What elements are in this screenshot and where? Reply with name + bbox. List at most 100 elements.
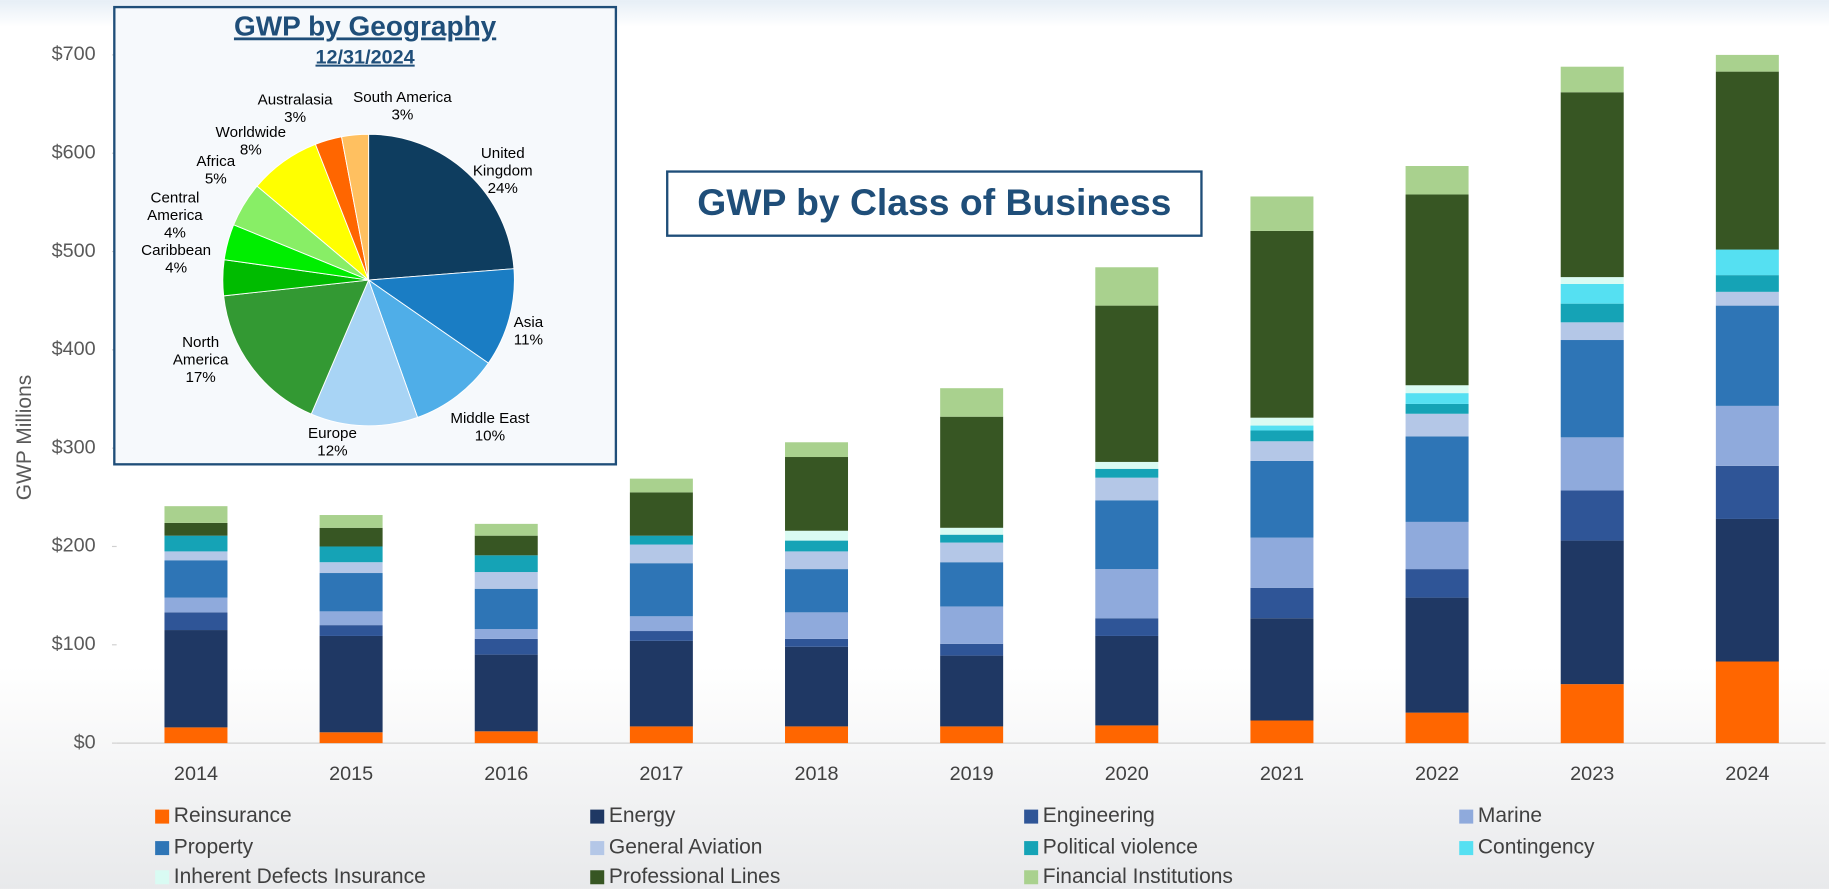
bar-segment <box>1405 597 1469 713</box>
bar-segment <box>1405 393 1469 404</box>
bar-segment <box>940 655 1004 727</box>
bar-segment <box>1405 569 1469 598</box>
x-tick-label: 2022 <box>1415 763 1459 785</box>
legend-label: Contingency <box>1478 836 1595 859</box>
bar-segment <box>629 478 693 493</box>
pie-slice <box>367 268 515 364</box>
bar-segment <box>1715 661 1779 744</box>
pie-value-label: 4% <box>164 224 186 241</box>
bar-segment <box>319 635 383 733</box>
legend-swatch <box>1024 841 1039 856</box>
pie-value-label: 24% <box>488 180 518 197</box>
bar-segment <box>474 555 538 573</box>
pie-label: United Kingdom <box>473 145 533 179</box>
bar-segment <box>1405 194 1469 386</box>
legend-swatch <box>590 841 605 856</box>
bar-segment <box>1405 436 1469 522</box>
bar-segment <box>1715 275 1779 292</box>
legend-label: General Aviation <box>609 836 763 859</box>
bar-segment <box>1715 291 1779 306</box>
bar-segment <box>1560 277 1624 284</box>
bar-segment <box>1095 618 1159 636</box>
pie-value-label: 3% <box>391 107 413 124</box>
bar-segment <box>785 726 849 744</box>
x-tick-label: 2014 <box>174 763 218 785</box>
bar-segment <box>1405 521 1469 570</box>
x-tick-label: 2017 <box>639 763 683 785</box>
bar-segment <box>319 611 383 626</box>
bar-segment <box>1095 725 1159 744</box>
bar-segment <box>319 515 383 528</box>
y-tick-label: $400 <box>52 338 96 360</box>
bar-segment <box>629 631 693 641</box>
pie-slice <box>341 133 370 281</box>
pie-label: Asia <box>514 314 544 331</box>
title-box <box>666 170 1203 237</box>
legend-swatch <box>590 809 605 824</box>
bar-segment <box>319 527 383 547</box>
x-tick-label: 2019 <box>950 763 994 785</box>
bar-segment <box>474 535 538 556</box>
y-axis-label: GWP Millions <box>13 375 36 501</box>
bar-segment <box>1250 230 1314 418</box>
y-tick-label: $300 <box>52 436 96 458</box>
x-tick-label: 2024 <box>1725 763 1769 785</box>
bar-segment <box>1095 500 1159 570</box>
bar-segment <box>164 727 228 744</box>
legend-label: Political violence <box>1043 836 1198 859</box>
bar-segment <box>1250 618 1314 721</box>
legend-label: Financial Institutions <box>1043 865 1233 888</box>
bar-segment <box>629 563 693 617</box>
pie-label: Central America <box>147 189 203 223</box>
pie-slice <box>310 278 419 427</box>
legend-label: Marine <box>1478 804 1542 827</box>
pie-label: Australasia <box>258 91 334 108</box>
pie-value-label: 11% <box>514 332 543 349</box>
bar-segment <box>629 726 693 744</box>
bar-segment <box>629 616 693 632</box>
bar-segment <box>1560 437 1624 491</box>
pie-value-label: 10% <box>475 427 505 444</box>
bar-segment <box>1560 340 1624 438</box>
bar-segment <box>1405 712 1469 744</box>
bar-segment <box>629 492 693 536</box>
x-tick-label: 2015 <box>329 763 373 785</box>
bar-segment <box>940 527 1004 535</box>
bar-segment <box>1095 305 1159 462</box>
pie-subtitle: 12/31/2024 <box>316 47 415 69</box>
bar-segment <box>629 535 693 545</box>
bar-segment <box>785 442 849 458</box>
bar-segment <box>1715 305 1779 406</box>
bar-segment <box>1250 720 1314 744</box>
legend-swatch <box>1459 841 1474 856</box>
bar-segment <box>164 630 228 728</box>
legend-swatch <box>155 809 170 824</box>
chart-title: GWP by Class of Business <box>697 181 1171 223</box>
bar-segment <box>474 638 538 655</box>
x-tick-label: 2016 <box>484 763 528 785</box>
bar-segment <box>1560 303 1624 323</box>
bar-segment <box>940 726 1004 744</box>
bar-segment <box>1250 430 1314 442</box>
bar-segment <box>785 457 849 531</box>
bar-segment <box>1250 196 1314 231</box>
bar-segment <box>940 606 1004 644</box>
bar-segment <box>785 569 849 613</box>
bar-segment <box>940 416 1004 528</box>
pie-label: Africa <box>196 153 235 170</box>
bar-segment <box>785 540 849 552</box>
bar-segment <box>474 731 538 744</box>
pie-slice <box>367 278 490 418</box>
legend-label: Inherent Defects Insurance <box>174 865 426 888</box>
bar-segment <box>1095 461 1159 469</box>
bar-segment <box>474 523 538 536</box>
bar-segment <box>319 732 383 744</box>
bar-segment <box>940 534 1004 543</box>
pie-title: GWP by Geography <box>234 10 497 41</box>
bar-segment <box>1405 166 1469 195</box>
bar-segment <box>1715 71 1779 250</box>
y-tick-label: $600 <box>52 141 96 163</box>
bar-segment <box>1250 460 1314 538</box>
